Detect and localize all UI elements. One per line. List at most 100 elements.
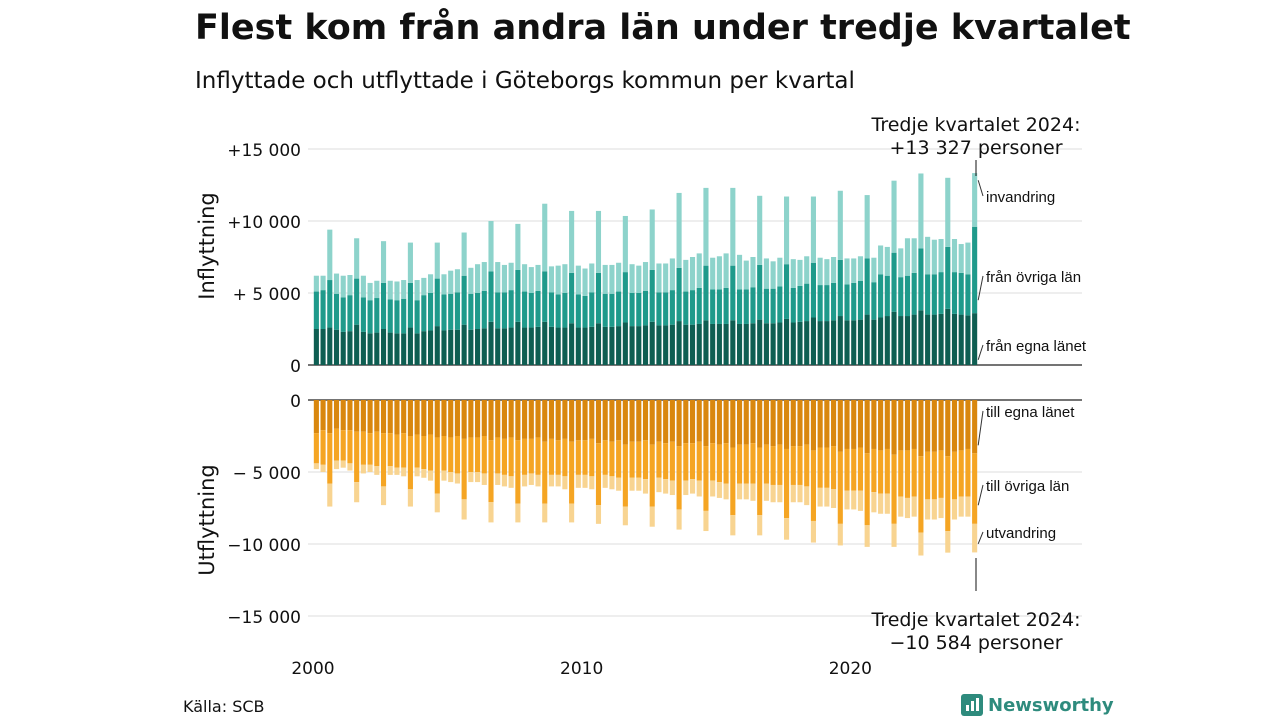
bar-segment	[508, 290, 514, 328]
y-axis-label: Inflyttning	[195, 192, 219, 299]
bar-segment	[904, 238, 911, 276]
bar-segment	[629, 400, 635, 442]
bar-segment	[434, 437, 440, 494]
bar-segment	[602, 293, 608, 327]
bar-segment	[616, 400, 622, 441]
bar-segment	[710, 443, 716, 481]
bar-segment	[609, 326, 615, 365]
bar-segment	[421, 469, 427, 478]
bar-segment	[387, 299, 393, 333]
bar-segment	[642, 325, 649, 365]
bar-segment	[374, 280, 380, 299]
bar-segment	[340, 297, 346, 332]
bar-segment	[434, 493, 440, 513]
bar-segment	[528, 267, 534, 293]
series-label: till egna länet	[986, 404, 1075, 421]
bar-segment	[548, 266, 555, 293]
bar-segment	[763, 258, 769, 289]
bar-segment	[851, 258, 857, 283]
bar-segment	[797, 259, 803, 286]
bar-segment	[770, 323, 776, 365]
bar-segment	[965, 448, 971, 497]
bar-segment	[864, 525, 870, 547]
bar-segment	[871, 400, 877, 449]
bar-segment	[562, 400, 568, 439]
bar-segment	[488, 321, 494, 365]
bar-segment	[891, 454, 897, 524]
bar-segment	[340, 430, 346, 461]
bar-segment	[313, 433, 319, 464]
bar-segment	[817, 487, 823, 507]
bar-segment	[851, 282, 857, 321]
bar-segment	[878, 493, 884, 514]
bar-segment	[790, 484, 796, 503]
bar-segment	[911, 448, 917, 497]
bar-segment	[569, 503, 575, 523]
bar-segment	[757, 447, 763, 516]
bar-segment	[347, 430, 353, 464]
bar-segment	[817, 400, 823, 448]
bar-segment	[441, 400, 447, 436]
bar-segment	[945, 531, 951, 553]
bar-segment	[569, 210, 575, 273]
bar-segment	[602, 474, 608, 488]
bar-segment	[333, 329, 340, 365]
bar-segment	[407, 400, 413, 436]
y-tick-label: 0	[290, 357, 301, 377]
bar-segment	[313, 275, 319, 292]
bar-segment	[360, 275, 366, 298]
bar-segment	[333, 293, 340, 330]
bar-segment	[515, 269, 521, 322]
bar-segment	[931, 239, 937, 275]
bar-segment	[421, 331, 427, 365]
bar-segment	[515, 321, 521, 365]
bar-segment	[428, 470, 434, 481]
bar-segment	[649, 269, 655, 322]
bar-segment	[891, 252, 897, 312]
bar-segment	[804, 321, 810, 365]
bar-segment	[616, 262, 622, 292]
bar-segment	[931, 451, 937, 500]
bar-segment	[582, 327, 588, 365]
bar-segment	[938, 313, 944, 365]
bar-segment	[931, 274, 937, 315]
bar-segment	[434, 242, 440, 279]
bar-segment	[354, 400, 360, 432]
x-tick-label: 2010	[560, 659, 603, 679]
bar-segment	[380, 282, 387, 329]
bar-segment	[683, 443, 689, 481]
bar-segment	[844, 284, 850, 321]
bar-segment	[501, 438, 507, 475]
bar-segment	[898, 277, 904, 317]
bar-segment	[380, 329, 387, 365]
bar-segment	[515, 223, 521, 270]
bar-segment	[857, 490, 864, 511]
bar-segment	[804, 256, 810, 284]
bar-segment	[716, 444, 722, 483]
bar-segment	[394, 300, 400, 334]
bar-segment	[481, 290, 487, 329]
bar-segment	[750, 483, 756, 501]
bar-segment	[508, 262, 514, 291]
bar-segment	[844, 258, 850, 285]
bar-segment	[468, 472, 474, 483]
bar-segment	[622, 444, 628, 507]
bar-segment	[723, 253, 729, 288]
bar-segment	[441, 470, 447, 481]
bar-segment	[562, 476, 568, 490]
bar-segment	[851, 320, 857, 365]
bar-segment	[642, 479, 649, 494]
bar-segment	[414, 300, 420, 334]
bar-segment	[360, 297, 366, 332]
bar-segment	[616, 326, 622, 365]
bar-segment	[582, 474, 588, 488]
bar-segment	[945, 308, 951, 365]
bar-segment	[575, 400, 581, 441]
bar-segment	[642, 400, 649, 441]
bar-segment	[817, 285, 823, 322]
bar-segment	[481, 262, 487, 291]
bar-segment	[730, 515, 736, 536]
bar-segment	[951, 499, 958, 520]
bar-segment	[784, 318, 790, 365]
